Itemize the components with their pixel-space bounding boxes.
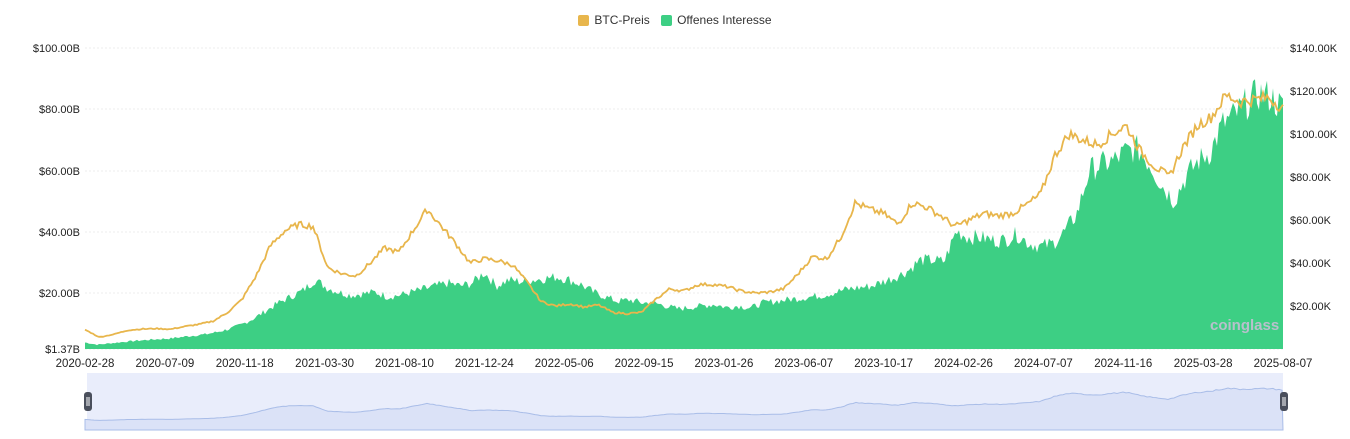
x-tick: 2021-12-24 [455,358,514,370]
y-right-tick: $20.00K [1290,301,1332,313]
legend-price-label: BTC-Preis [594,13,650,27]
y-right-tick: $80.00K [1290,172,1332,184]
y-left-tick: $1.37B [45,344,80,356]
y-left-tick: $80.00B [39,104,80,116]
range-navigator[interactable] [84,373,1288,431]
x-tick: 2020-11-18 [216,358,274,370]
x-tick: 2021-03-30 [295,358,354,370]
left-axis: $100.00B $80.00B $60.00B $40.00B $20.00B $1.3… [33,43,80,356]
y-right-tick: $60.00K [1290,215,1332,227]
x-tick: 2023-06-07 [774,358,833,370]
x-tick: 2025-03-28 [1174,358,1233,370]
x-tick: 2020-07-09 [135,358,194,370]
legend-item-price[interactable]: BTC-Preis [578,13,650,27]
right-axis: $140.00K $120.00K $100.00K $80.00K $60.00K $4… [1290,43,1338,313]
y-left-tick: $100.00B [33,43,80,55]
x-tick: 2024-07-07 [1014,358,1073,370]
x-tick: 2020-02-28 [56,358,115,370]
x-tick: 2023-01-26 [695,358,754,370]
x-tick: 2025-08-07 [1254,358,1313,370]
x-tick: 2024-02-26 [934,358,993,370]
price-layer [84,89,1284,338]
watermark-text: coinglass [1210,317,1279,334]
legend: BTC-Preis Offenes Interesse [0,13,1350,29]
x-axis: 2020-02-28 2020-07-09 2020-11-18 2021-03-30… [56,358,1313,370]
legend-oi-label: Offenes Interesse [677,13,772,27]
y-left-tick: $20.00B [39,288,80,300]
y-left-tick: $40.00B [39,227,80,239]
x-tick: 2024-11-16 [1094,358,1152,370]
navigator-handle-left[interactable] [84,392,92,411]
btc-price-line [84,89,1284,338]
open-interest-area [85,79,1283,350]
y-right-tick: $140.00K [1290,43,1338,55]
price-swatch [578,14,590,26]
x-tick: 2022-05-06 [535,358,594,370]
y-left-tick: $60.00B [39,166,80,178]
x-tick: 2021-08-10 [375,358,434,370]
legend-item-open-interest[interactable]: Offenes Interesse [661,13,772,27]
y-right-tick: $40.00K [1290,258,1332,270]
navigator-series [84,387,1284,431]
y-right-tick: $120.00K [1290,86,1338,98]
open-interest-layer [85,79,1283,350]
x-tick: 2023-10-17 [854,358,913,370]
x-tick: 2022-09-15 [615,358,674,370]
y-right-tick: $100.00K [1290,129,1338,141]
open-interest-swatch [661,14,673,26]
navigator-handle-right[interactable] [1280,392,1288,411]
